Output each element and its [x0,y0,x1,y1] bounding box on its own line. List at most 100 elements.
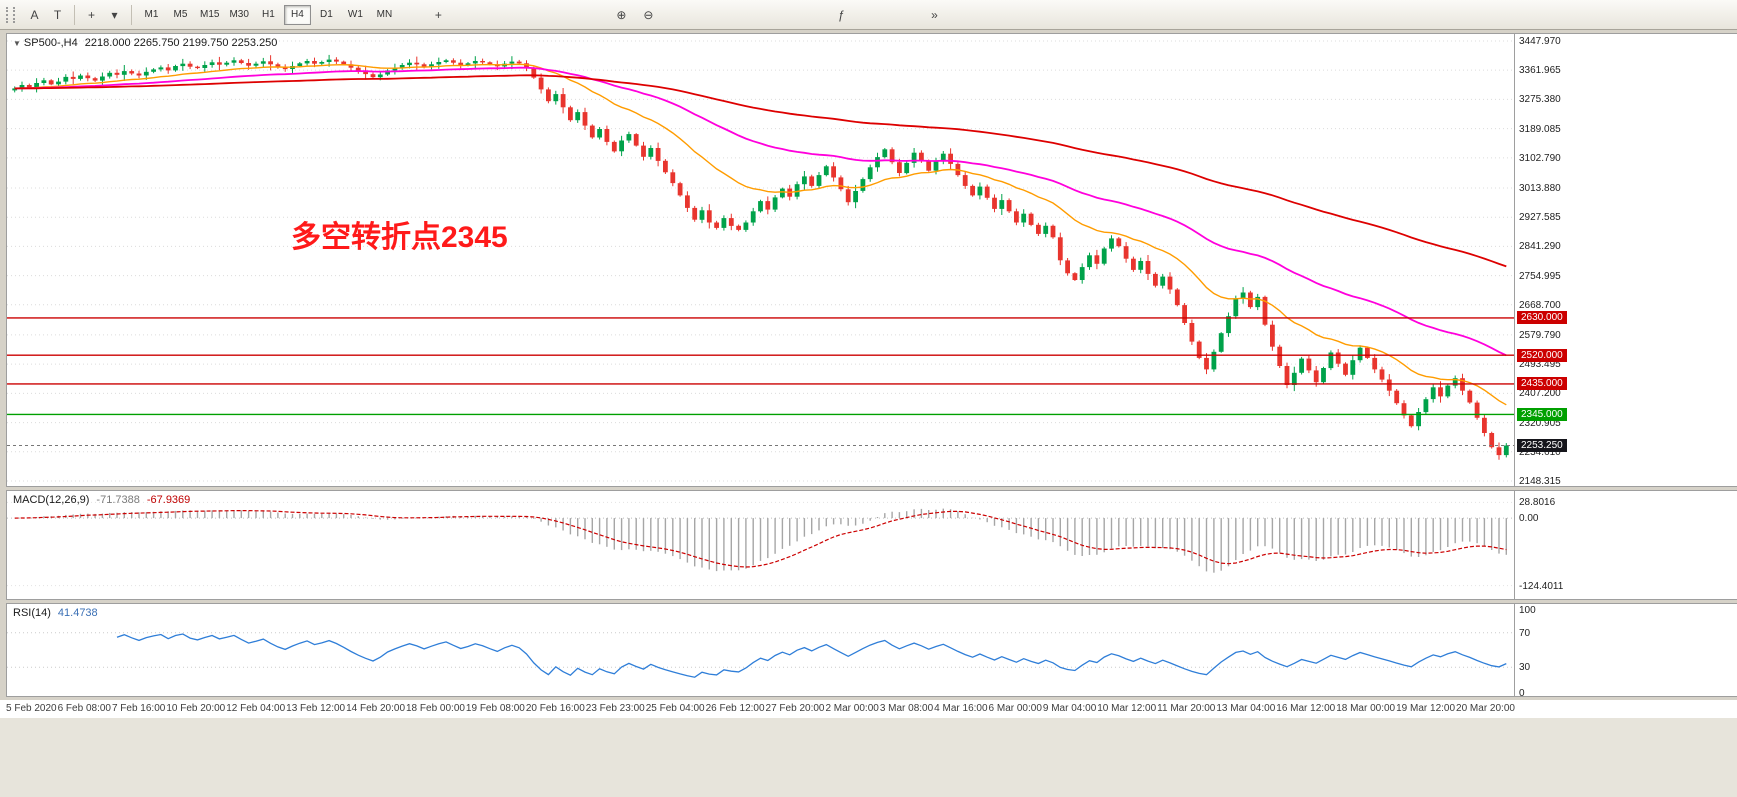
level-price-badge: 2435.000 [1517,377,1567,391]
level-price-badge: 2520.000 [1517,348,1567,362]
cursor-tool-button[interactable]: A [23,4,46,26]
rsi-tick: 100 [1519,605,1536,616]
collapse-icon[interactable]: ▼ [13,39,21,48]
time-label: 7 Feb 16:00 [111,703,166,714]
current-price-badge: 2253.250 [1517,438,1567,452]
time-label: 19 Feb 08:00 [465,703,525,714]
time-label: 3 Mar 08:00 [879,703,934,714]
time-label: 6 Mar 00:00 [988,703,1042,714]
ohlc-values: 2218.000 2265.750 2199.750 2253.250 [84,37,278,49]
time-label: 20 Mar 20:00 [1456,703,1515,714]
chart-symbol-header[interactable]: ▼ SP500-,H4 2218.000 2265.750 2199.750 225… [13,37,277,49]
ma-21-line [14,63,1507,406]
time-label: 26 Feb 12:00 [705,703,765,714]
price-tick: 3102.790 [1519,152,1561,164]
toolbar: A T + ▾ M1 M5 M15 M30 H1 H4 D1 W1 MN + ⊕ ⊖ ƒ » [0,0,1737,30]
text-tool-button[interactable]: T [46,4,69,26]
crosshair-icon[interactable]: + [427,4,450,26]
symbol-period-label: SP500-,H4 [23,37,78,49]
time-label: 4 Mar 16:00 [934,703,988,714]
time-label: 20 Feb 16:00 [525,703,585,714]
chart-objects-button[interactable]: + [80,4,103,26]
templates-dropdown-button[interactable]: ▾ [103,4,126,26]
time-label: 13 Feb 12:00 [286,703,346,714]
price-tick: 3189.085 [1519,123,1561,135]
rsi-header: RSI(14) 41.4738 [13,607,98,619]
macd-tick: 0.00 [1519,513,1539,525]
level-price-badge: 2630.000 [1517,311,1567,325]
zoom-out-icon[interactable]: ⊖ [637,4,660,26]
rsi-scale[interactable]: 100 70 30 0 [1515,603,1737,697]
time-label: 23 Feb 23:00 [585,703,645,714]
timeframe-m1-button[interactable]: M1 [138,5,165,25]
price-tick: 2148.315 [1519,476,1561,487]
ma-55-line [14,66,1507,357]
macd-main-value: -71.7388 [96,494,140,506]
timeframe-h4-button[interactable]: H4 [283,4,311,25]
chart-text-annotation[interactable]: 多空转折点2345 [291,221,508,254]
rsi-tick: 70 [1519,627,1531,639]
zoom-in-icon[interactable]: ⊕ [610,4,633,26]
macd-signal-line [14,510,1507,568]
macd-histogram [21,508,1508,573]
price-tick: 2579.790 [1519,329,1561,341]
time-label: 12 Feb 04:00 [226,703,286,714]
rsi-title: RSI(14) [13,607,51,619]
macd-scale[interactable]: 28.8016 0.00 -124.4011 [1515,490,1737,600]
time-label: 19 Mar 12:00 [1396,703,1456,714]
timeframe-m15-button[interactable]: M15 [196,5,223,25]
rsi-grid [7,632,1514,668]
price-tick: 3447.970 [1519,36,1561,47]
indicators-icon[interactable]: ƒ [830,4,853,26]
price-scale[interactable]: 3447.970 3361.965 3275.380 3189.085 3102.790… [1515,33,1737,487]
window-bottom-strip [0,718,1737,797]
timeframe-w1-button[interactable]: W1 [342,5,369,25]
timeframe-h1-button[interactable]: H1 [255,5,282,25]
macd-indicator-panel[interactable]: MACD(12,26,9) -71.7388 -67.9369 [6,490,1515,600]
price-chart-panel[interactable]: ▼ SP500-,H4 2218.000 2265.750 2199.750 225… [6,33,1515,487]
macd-tick: 28.8016 [1519,497,1556,509]
toolbar-separator [74,4,75,25]
time-label: 5 Feb 2020 [6,703,57,714]
time-label: 11 Mar 20:00 [1157,703,1216,714]
candlestick-chart-canvas[interactable] [7,34,1514,486]
time-label: 9 Mar 04:00 [1042,703,1097,714]
timeframe-group: M1 M5 M15 M30 H1 H4 D1 W1 MN [137,4,399,25]
time-axis-labels: 5 Feb 2020 6 Feb 08:00 7 Feb 16:00 10 Feb 2… [6,703,1515,714]
price-tick: 2841.290 [1519,241,1561,253]
rsi-tick: 30 [1519,662,1531,674]
macd-header: MACD(12,26,9) -71.7388 -67.9369 [13,494,190,506]
timeframe-m5-button[interactable]: M5 [167,5,194,25]
toolbar-grip[interactable] [6,6,15,23]
rsi-value: 41.4738 [57,607,98,619]
price-tick: 3275.380 [1519,94,1561,106]
time-label: 25 Feb 04:00 [645,703,705,714]
candles [12,54,1509,460]
timeframe-m30-button[interactable]: M30 [225,5,252,25]
rsi-line [116,633,1507,678]
time-label: 10 Mar 12:00 [1097,703,1157,714]
timeframe-mn-button[interactable]: MN [371,5,398,25]
toolbar-separator [131,4,132,25]
time-label: 18 Feb 00:00 [406,703,465,714]
macd-title: MACD(12,26,9) [13,494,90,506]
rsi-indicator-panel[interactable]: RSI(14) 41.4738 [6,603,1515,697]
macd-signal-value: -67.9369 [146,494,191,506]
timeframe-d1-button[interactable]: D1 [313,5,340,25]
macd-canvas[interactable] [7,491,1514,599]
price-tick: 2320.905 [1519,417,1561,429]
time-label: 10 Feb 20:00 [166,703,226,714]
price-tick: 2754.995 [1519,270,1561,282]
time-label: 16 Mar 12:00 [1276,703,1336,714]
time-label: 6 Feb 08:00 [57,703,111,714]
rsi-tick: 0 [1519,688,1525,697]
time-axis[interactable]: 5 Feb 2020 6 Feb 08:00 7 Feb 16:00 10 Feb 2… [0,700,1737,718]
time-label: 13 Mar 04:00 [1216,703,1276,714]
level-price-badge: 2345.000 [1517,407,1567,421]
price-tick: 2927.585 [1519,212,1561,224]
time-label: 18 Mar 00:00 [1336,703,1396,714]
auto-scroll-icon[interactable]: » [923,4,946,26]
rsi-canvas[interactable] [7,604,1514,696]
time-label: 2 Mar 00:00 [825,703,879,714]
time-label: 14 Feb 20:00 [346,703,406,714]
